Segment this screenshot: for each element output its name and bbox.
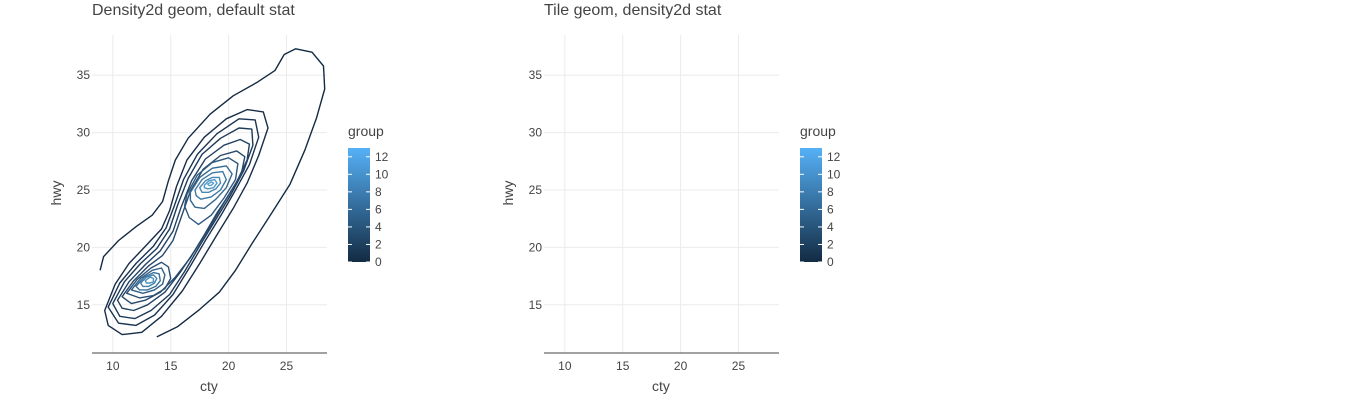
- chart-1-contour-line: [189, 165, 233, 210]
- chart-2-title: Tile geom, density2d stat: [544, 2, 722, 19]
- chart-1-x-axis-label: cty: [200, 378, 218, 394]
- chart-1-contour-line: [198, 176, 222, 194]
- chart-1-contour-line: [107, 118, 260, 327]
- chart-2-colorbar-tick-label: 6: [827, 202, 834, 216]
- chart-2: Tile geom, density2d stat cty hwy group …: [500, 2, 841, 394]
- chart-2-colorbar-tick-label: 10: [827, 167, 841, 181]
- chart-1-contour-line: [183, 157, 239, 226]
- chart-1-contour-line: [207, 181, 215, 187]
- chart-1-colorbar-tick-label: 0: [375, 255, 382, 269]
- chart-2-colorbar-gradient: [800, 148, 822, 262]
- chart-1-contour-line: [99, 48, 326, 338]
- chart-1-colorbar-tick-label: 4: [375, 220, 382, 234]
- chart-1-colorbar-tick-label: 8: [375, 185, 382, 199]
- chart-1-x-tick-label: 20: [222, 359, 236, 373]
- chart-2-x-axis-label: cty: [652, 378, 670, 394]
- chart-2-x-tick-label: 15: [616, 359, 630, 373]
- chart-2-x-tick-label: 20: [674, 359, 688, 373]
- chart-1-contour-line: [116, 138, 251, 312]
- chart-2-grid: [544, 35, 779, 353]
- chart-1-contour-line: [135, 271, 162, 291]
- chart-1-y-tick-label: 35: [77, 68, 91, 82]
- chart-1-contour-line: [125, 261, 172, 299]
- chart-2-colorbar-tick-label: 4: [827, 220, 834, 234]
- chart-2-colorbar-tick-label: 8: [827, 185, 834, 199]
- chart-2-y-tick-label: 35: [529, 68, 543, 82]
- chart-1-y-tick-label: 20: [77, 240, 91, 254]
- chart-1-contour-line: [130, 267, 166, 294]
- chart-1-grid: [92, 35, 327, 353]
- chart-1-contour-line: [112, 127, 254, 320]
- chart-1-colorbar: 0 2 4 6 8 10 12: [348, 148, 389, 269]
- chart-1-y-tick-label: 25: [77, 183, 91, 197]
- chart-2-colorbar-tick-label: 2: [827, 237, 834, 251]
- chart-1-legend-title: group: [348, 123, 384, 139]
- chart-1-contour-line: [144, 276, 155, 284]
- chart-2-axes: 10 15 20 25 15 20 25 30 35: [529, 68, 779, 373]
- chart-1-colorbar-tick-label: 6: [375, 202, 382, 216]
- chart-2-y-axis-label: hwy: [500, 181, 516, 206]
- chart-1-contour-line: [194, 170, 228, 200]
- chart-1-y-tick-label: 30: [77, 126, 91, 140]
- chart-2-colorbar: 0 2 4 6 8 10 12: [800, 148, 841, 269]
- chart-2-y-tick-label: 30: [529, 126, 543, 140]
- chart-1-x-tick-label: 15: [164, 359, 178, 373]
- chart-1-contours: [99, 48, 326, 338]
- chart-1-x-tick-label: 25: [280, 359, 294, 373]
- chart-1-colorbar-tick-label: 2: [375, 237, 382, 251]
- chart-1-y-axis-label: hwy: [48, 181, 64, 206]
- chart-2-colorbar-tick-label: 12: [827, 150, 841, 164]
- chart-1-y-tick-label: 15: [77, 298, 91, 312]
- chart-2-x-tick-label: 25: [732, 359, 746, 373]
- chart-2-x-tick-label: 10: [558, 359, 572, 373]
- chart-2-y-tick-label: 20: [529, 240, 543, 254]
- chart-1-x-tick-label: 10: [106, 359, 120, 373]
- chart-1-contour-line: [103, 108, 269, 336]
- chart-1-axes: 10 15 20 25 15 20 25 30 35: [77, 68, 327, 373]
- chart-1-colorbar-tick-label: 10: [375, 167, 389, 181]
- chart-1: Density2d geom, default stat cty hwy gro…: [48, 2, 389, 394]
- chart-2-y-tick-label: 25: [529, 183, 543, 197]
- chart-1-title: Density2d geom, default stat: [92, 2, 295, 19]
- chart-1-colorbar-gradient: [348, 148, 370, 262]
- chart-2-colorbar-tick-label: 0: [827, 255, 834, 269]
- chart-2-y-tick-label: 15: [529, 298, 543, 312]
- chart-1-contour-line: [139, 274, 158, 288]
- chart-2-legend-title: group: [800, 123, 836, 139]
- chart-1-colorbar-tick-label: 12: [375, 150, 389, 164]
- chart-1-contour-line: [203, 178, 218, 190]
